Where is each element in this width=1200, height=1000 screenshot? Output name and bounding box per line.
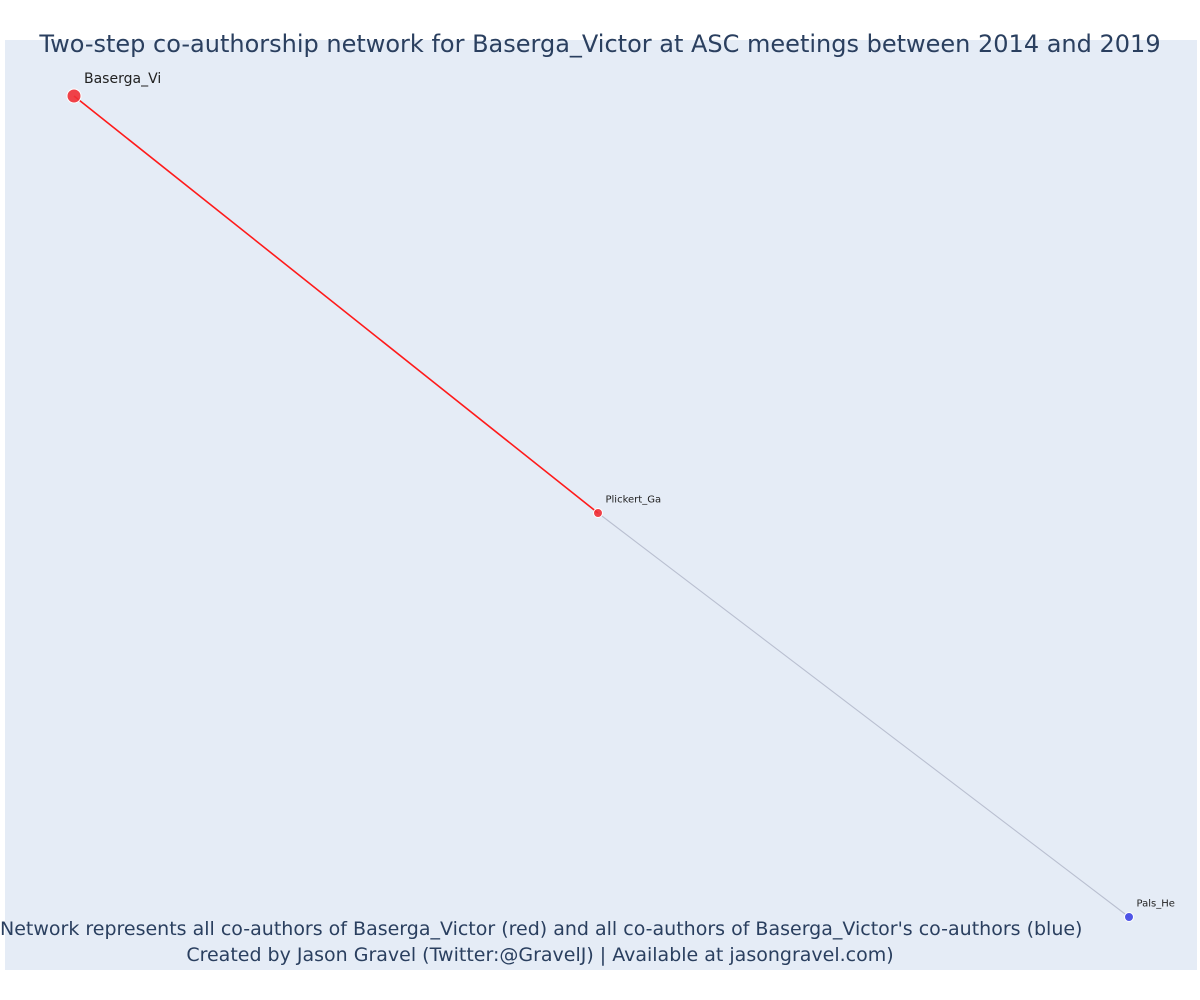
node-label-plickert: Plickert_Ga	[606, 495, 662, 506]
node-label-baserga: Baserga_Vi	[84, 71, 161, 87]
node-plickert[interactable]	[593, 508, 603, 518]
plot-area	[5, 40, 1197, 970]
node-pals[interactable]	[1124, 912, 1134, 922]
caption-credit: Created by Jason Gravel (Twitter:@Gravel…	[186, 944, 894, 966]
caption-description: Network represents all co-authors of Bas…	[0, 918, 1083, 940]
edge-plickert-pals	[597, 512, 1130, 918]
node-label-pals: Pals_He	[1137, 899, 1175, 910]
chart-title: Two-step co-authorship network for Baser…	[39, 30, 1161, 58]
labels-layer: Baserga_Vi Plickert_Ga Pals_He	[84, 71, 1175, 910]
edges-layer	[73, 95, 1130, 918]
edge-baserga-plickert	[73, 95, 599, 514]
node-baserga[interactable]	[66, 88, 82, 104]
nodes-layer	[66, 88, 1134, 922]
